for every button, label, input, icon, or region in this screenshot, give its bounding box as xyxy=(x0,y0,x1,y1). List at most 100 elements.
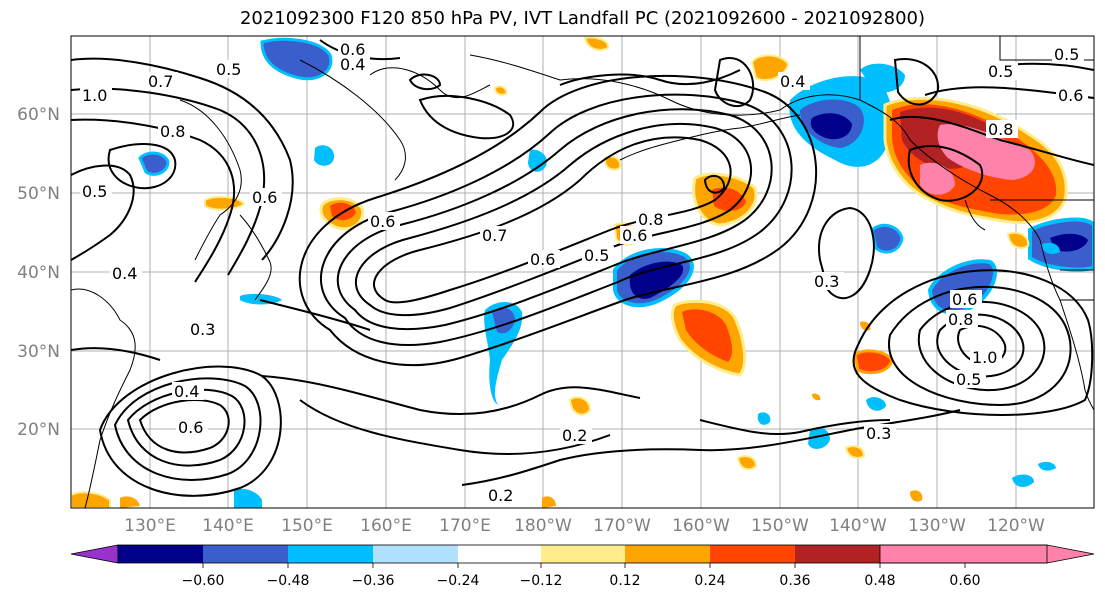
contour-line xyxy=(259,299,371,331)
contour-label: 0.6 xyxy=(178,418,203,437)
negative-anomaly-blob xyxy=(1040,242,1060,254)
contour-label: 0.7 xyxy=(148,72,173,91)
negative-anomaly-core xyxy=(629,261,684,299)
colorbar-tick-label: −0.48 xyxy=(267,573,310,589)
positive-anomaly-blob xyxy=(568,396,592,416)
contour-line xyxy=(418,94,515,140)
positive-anomaly-blob xyxy=(853,349,894,375)
positive-anomaly-blob xyxy=(542,496,556,508)
positive-anomaly-blob xyxy=(493,85,508,96)
lon-label: 150°E xyxy=(281,516,333,536)
contour-label-group: 0.6 0.4 0.5 0.7 1.0 0.8 0.6 0.4 0.6 0.5 … xyxy=(80,40,1088,505)
map-frame xyxy=(70,35,1095,509)
negative-anomaly-blob xyxy=(260,37,333,81)
colorbar: −0.60 −0.48 −0.36 −0.24 −0.12 0.12 0.24 … xyxy=(70,544,1095,589)
positive-anomaly-blob xyxy=(910,490,923,502)
negative-anomaly-blob xyxy=(234,488,262,508)
contour-label: 0.3 xyxy=(814,272,839,291)
colorbar-tick-label: 0.48 xyxy=(864,573,895,589)
lat-label: 40°N xyxy=(17,263,60,283)
contour-line xyxy=(71,118,235,283)
contour-line xyxy=(936,313,1025,378)
contour-line xyxy=(299,399,611,455)
negative-anomaly-blob xyxy=(1038,461,1056,471)
lon-label: 180°W xyxy=(514,516,572,536)
contour-label: 0.8 xyxy=(160,122,185,141)
lon-label: 130°E xyxy=(124,516,176,536)
longitude-labels: 130°E 140°E 150°E 160°E 170°E 180°W 170°… xyxy=(124,516,1045,536)
positive-anomaly-blob xyxy=(736,455,758,471)
contour-label: 0.6 xyxy=(530,250,555,269)
positive-anomaly-blob xyxy=(71,491,111,508)
negative-anomaly-blob xyxy=(870,223,904,254)
map-title: 2021092300 F120 850 hPa PV, IVT Landfall… xyxy=(239,8,926,29)
positive-anomaly-blob xyxy=(1006,231,1030,249)
contour-label: 0.6 xyxy=(1058,86,1083,105)
contour-label: 0.3 xyxy=(190,320,215,339)
positive-anomaly-blob xyxy=(583,36,610,51)
colorbar-tick-label: 0.12 xyxy=(609,573,640,589)
contour-line xyxy=(703,174,726,194)
contour-line xyxy=(71,164,135,261)
colorbar-segment xyxy=(458,545,541,563)
lat-label: 50°N xyxy=(17,184,60,204)
lon-label: 170°W xyxy=(593,516,651,536)
lon-label: 160°E xyxy=(360,516,412,536)
negative-anomaly-blob xyxy=(528,149,547,172)
positive-anomaly-blob xyxy=(603,155,622,171)
contour-line xyxy=(699,419,891,436)
positive-anomaly-blob xyxy=(920,162,955,195)
lon-label: 130°W xyxy=(908,516,966,536)
colorbar-segment xyxy=(203,545,288,563)
colorbar-segment xyxy=(541,545,625,563)
positive-anomaly-blob xyxy=(712,187,746,211)
lon-label: 170°E xyxy=(439,516,491,536)
negative-anomaly-blob xyxy=(860,63,905,93)
contour-label: 1.0 xyxy=(82,86,107,105)
contour-label: 0.6 xyxy=(252,188,277,207)
lat-label: 60°N xyxy=(17,105,60,125)
contour-label: 0.6 xyxy=(340,40,365,59)
negative-anomaly-blob xyxy=(240,293,282,305)
contour-line xyxy=(71,87,266,276)
lon-label: 150°W xyxy=(751,516,809,536)
positive-anomaly-blob xyxy=(682,309,733,362)
contour-label: 0.5 xyxy=(956,370,981,389)
contour-label: 0.5 xyxy=(584,246,609,265)
contour-label: 0.8 xyxy=(988,120,1013,139)
positive-anomaly-blob xyxy=(204,195,246,211)
contour-line xyxy=(336,108,773,331)
colorbar-tick-label: −0.12 xyxy=(520,573,563,589)
contour-label: 0.8 xyxy=(948,310,973,329)
contour-line xyxy=(887,285,1072,407)
positive-anomaly-blob xyxy=(812,393,821,401)
contour-label: 0.5 xyxy=(988,62,1013,81)
contour-line xyxy=(852,269,1094,416)
contour-line xyxy=(559,69,741,86)
negative-anomaly-blob xyxy=(757,412,771,425)
contour-line xyxy=(98,365,282,497)
contour-line xyxy=(138,399,230,454)
negative-anomaly-blob xyxy=(1012,474,1034,487)
colorbar-segment xyxy=(710,545,795,563)
contour-label: 0.4 xyxy=(780,72,805,91)
contour-line xyxy=(713,57,755,108)
colorbar-extend-min xyxy=(70,544,119,564)
contour-line xyxy=(373,136,732,304)
contour-line xyxy=(71,57,294,261)
contour-line xyxy=(298,74,818,367)
shaded-pv-field xyxy=(71,36,1094,508)
contour-line xyxy=(319,93,793,346)
colorbar-tick-label: 0.24 xyxy=(694,573,725,589)
contour-label: 0.6 xyxy=(370,212,395,231)
contour-line xyxy=(354,122,753,317)
colorbar-extend-max xyxy=(879,544,1095,564)
colorbar-segment xyxy=(288,545,373,563)
lon-label: 140°W xyxy=(829,516,887,536)
contour-label: 0.5 xyxy=(82,182,107,201)
negative-anomaly-blob xyxy=(808,427,830,449)
colorbar-segment xyxy=(625,545,710,563)
colorbar-segment xyxy=(118,545,203,563)
contour-label: 0.7 xyxy=(482,226,507,245)
